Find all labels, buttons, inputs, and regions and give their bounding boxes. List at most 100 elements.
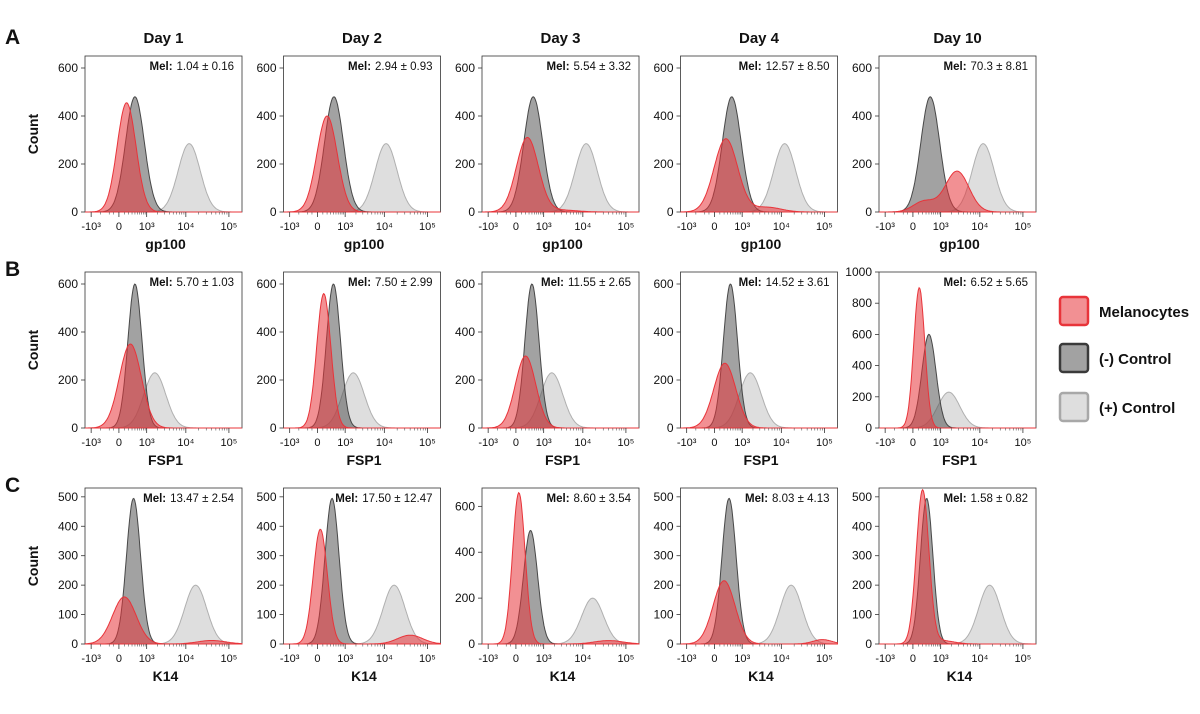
y-tick-label: 0: [468, 421, 475, 435]
y-tick-label: 0: [865, 421, 872, 435]
histogram-curve-melanocytes: [680, 362, 838, 429]
y-tick-label: 600: [852, 61, 872, 75]
x-tick-label: 10³: [536, 221, 552, 233]
x-tick-label: 10⁴: [376, 437, 393, 449]
x-tick-label: 10⁴: [971, 437, 988, 449]
histogram-curve-melanocytes: [879, 488, 1036, 645]
mel-stat-value: 1.04 ± 0.16: [177, 61, 234, 73]
x-tick-label: 10⁵: [618, 653, 635, 665]
mel-stat-label: Mel:: [547, 61, 570, 73]
x-tick-label: 10⁵: [618, 221, 635, 233]
x-tick-label: 0: [314, 221, 320, 233]
x-tick-label: 10⁵: [816, 653, 833, 665]
mel-stat-label: Mel:: [547, 493, 570, 505]
y-tick-label: 400: [455, 545, 475, 559]
y-tick-label: 200: [653, 157, 673, 171]
x-tick-label: -10³: [81, 221, 101, 233]
mel-stat-label: Mel:: [944, 493, 967, 505]
x-tick-label: 10⁴: [971, 221, 988, 233]
y-tick-label: 600: [256, 277, 276, 291]
mel-stat-annotation: Mel: 5.70 ± 1.03: [150, 277, 234, 289]
x-axis-label: gp100: [344, 236, 385, 252]
mel-stat-annotation: Mel: 1.04 ± 0.16: [150, 61, 234, 73]
y-tick-label: 200: [256, 578, 276, 592]
x-tick-label: 0: [513, 437, 519, 449]
x-axis-label: FSP1: [346, 452, 381, 468]
x-tick-label: -10³: [280, 437, 300, 449]
x-tick-label: 0: [711, 221, 717, 233]
x-tick-label: 10⁴: [773, 437, 790, 449]
histogram-curve-melanocytes: [680, 580, 838, 645]
histogram-curve-melanocytes: [482, 355, 639, 429]
day-header: Day 1: [143, 30, 183, 47]
x-tick-label: 10³: [337, 221, 353, 233]
y-tick-label: 400: [256, 519, 276, 533]
mel-stat-label: Mel:: [143, 493, 166, 505]
y-tick-label: 0: [270, 421, 277, 435]
plot-frame: [680, 487, 838, 645]
y-tick-label: 600: [653, 61, 673, 75]
mel-stat-annotation: Mel: 8.03 ± 4.13: [745, 493, 829, 505]
mel-stat-annotation: Mel: 12.57 ± 8.50: [739, 61, 830, 73]
y-tick-label: 0: [270, 205, 277, 219]
y-tick-label: 400: [256, 109, 276, 123]
y-tick-label: 100: [256, 608, 276, 622]
x-tick-label: 10⁵: [221, 653, 238, 665]
mel-stat-value: 6.52 ± 5.65: [971, 277, 1028, 289]
legend-item-pos_control: (+) Control: [1058, 391, 1175, 423]
plot-frame: [878, 487, 1037, 645]
legend-label: (-) Control: [1099, 351, 1171, 368]
plot-frame: [283, 487, 441, 645]
y-tick-label: 600: [455, 61, 475, 75]
histogram-curve-melanocytes: [85, 102, 242, 213]
y-tick-label: 500: [852, 490, 872, 504]
y-tick-label: 600: [455, 499, 475, 513]
x-tick-label: 10³: [139, 653, 155, 665]
x-tick-label: 10³: [536, 437, 552, 449]
x-tick-label: 10⁵: [618, 437, 635, 449]
x-tick-label: -10³: [280, 653, 300, 665]
y-tick-label: 0: [71, 637, 78, 651]
mel-stat-annotation: Mel: 5.54 ± 3.32: [547, 61, 631, 73]
x-axis-label: K14: [153, 668, 179, 684]
legend-label: (+) Control: [1099, 400, 1175, 417]
x-tick-label: 10³: [536, 653, 552, 665]
x-tick-label: 10⁴: [177, 437, 194, 449]
legend-swatch: [1058, 295, 1090, 327]
histogram-curve-melanocytes: [879, 170, 1036, 213]
x-tick-label: -10³: [875, 653, 895, 665]
y-tick-label: 0: [71, 205, 78, 219]
x-tick-label: 10⁵: [1015, 221, 1032, 233]
mel-stat-annotation: Mel: 13.47 ± 2.54: [143, 493, 234, 505]
y-tick-label: 500: [58, 490, 78, 504]
mel-stat-annotation: Mel: 6.52 ± 5.65: [944, 277, 1028, 289]
y-tick-label: 200: [852, 157, 872, 171]
y-tick-label: 600: [852, 327, 872, 341]
mel-stat-label: Mel:: [150, 61, 173, 73]
y-tick-label: 0: [270, 637, 277, 651]
x-tick-label: 0: [910, 221, 916, 233]
y-tick-label: 0: [667, 205, 674, 219]
histogram-curve-melanocytes: [84, 596, 243, 645]
histogram-curve-melanocytes: [283, 292, 441, 429]
x-tick-label: 10⁴: [574, 221, 591, 233]
mel-stat-label: Mel:: [944, 277, 967, 289]
x-tick-label: 10⁵: [816, 437, 833, 449]
y-tick-label: 0: [71, 421, 78, 435]
x-axis-label: K14: [748, 668, 774, 684]
x-tick-label: 0: [314, 653, 320, 665]
y-axis-label: Count: [25, 545, 41, 586]
y-tick-label: 200: [852, 578, 872, 592]
legend: Melanocytes (-) Control (+) Control: [1058, 295, 1189, 423]
histogram-curve-melanocytes: [680, 138, 838, 213]
mel-stat-value: 13.47 ± 2.54: [170, 493, 234, 505]
y-tick-label: 400: [653, 325, 673, 339]
mel-stat-label: Mel:: [335, 493, 358, 505]
